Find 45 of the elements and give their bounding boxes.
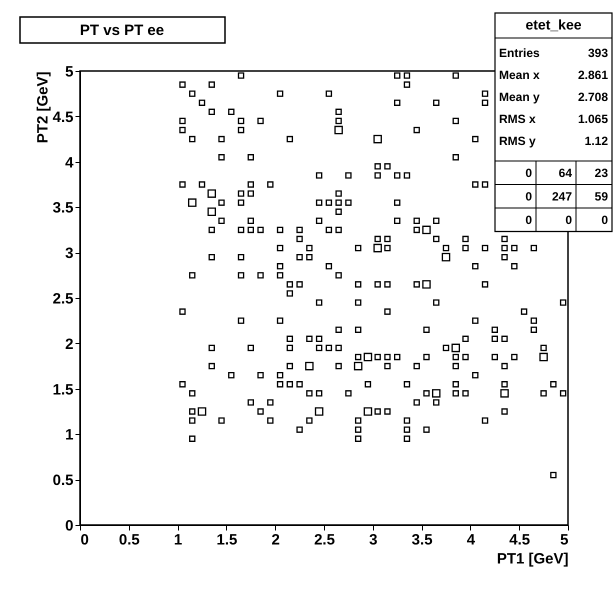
annotation: 0 [525,190,532,204]
annotation: 64 [558,166,572,180]
x-tick-label: 2.5 [314,532,335,548]
x-tick-label: 4 [466,532,476,548]
y-tick-label: 3 [65,245,74,262]
text: 1.065 [578,112,608,126]
y-tick-label: 1.5 [52,381,74,398]
text: 2.861 [578,68,608,82]
y-tick-label: 5 [65,64,74,80]
annotation: RMS y [499,134,536,148]
x-tick-label: 4.5 [509,532,530,548]
y-tick-label: 2.5 [52,290,74,308]
text: Entries [499,46,540,60]
annotation: 247 [552,190,572,204]
y-tick-label: 0 [65,518,74,534]
annotation: 0 [525,213,532,227]
x-tick-label: 0.5 [118,532,140,548]
x-tick-label: 0 [80,532,89,548]
annotation: Mean x [499,68,540,82]
y-axis-title: PT2 [GeV] [34,72,52,144]
x-tick-label: 1.5 [216,532,238,548]
y-tick-label: 3.5 [52,200,74,217]
chart-title: PT vs PT ee [80,22,164,39]
x-tick-label: 1 [174,532,182,548]
x-tick-label: 2 [272,532,280,548]
text: etet_kee [525,16,582,32]
text: 23 [594,166,608,180]
annotation: Mean y [499,90,540,104]
y-tick-label: 1 [65,426,74,444]
y-tick-label: 4.5 [52,108,74,126]
annotation: RMS x [499,112,536,126]
text: 0 [601,213,608,227]
text: 393 [588,46,608,60]
text: 1.12 [584,134,608,148]
y-tick-label: 0.5 [52,472,74,490]
text: 59 [594,190,608,204]
x-tick-label: 3 [369,532,378,548]
y-tick-label: 4 [65,154,74,172]
x-axis-title: PT1 [GeV] [496,550,568,568]
y-tick-label: 2 [65,336,74,353]
x-tick-label: 5 [560,532,568,548]
x-tick-label: 3.5 [412,532,433,548]
annotation: 0 [525,166,532,180]
text: 2.708 [578,90,608,104]
annotation: 0 [565,213,572,227]
